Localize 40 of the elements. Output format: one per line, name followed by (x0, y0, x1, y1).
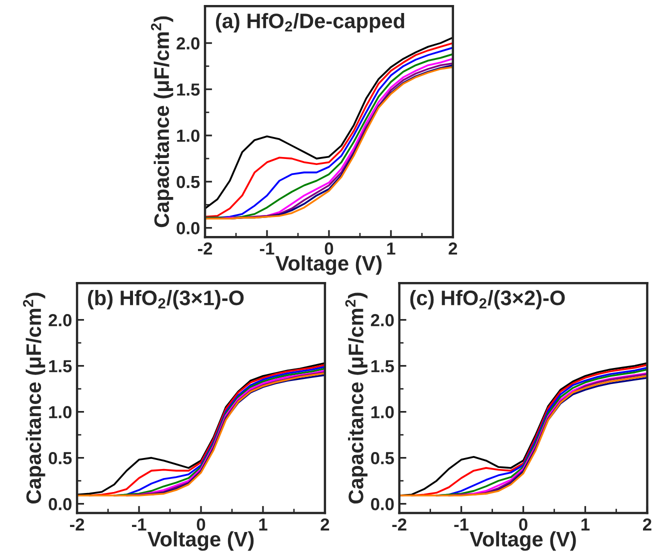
y-axis-title: Capacitance (μF/cm$^{2}$) (150, 16, 174, 228)
y-tick-label: 2.0 (370, 314, 394, 326)
x-axis-title: Voltage (V) (275, 255, 382, 275)
x-tick-label: 2 (448, 242, 458, 255)
x-tick-label: 0 (324, 242, 334, 255)
y-tick-label: 0.0 (48, 498, 72, 510)
x-axis-title: Voltage (V) (470, 531, 576, 551)
chart-title: (b) HfO$_{2}$/(3×1)-O (88, 290, 244, 310)
x-tick-label: -1 (454, 518, 469, 530)
x-tick-label: 1 (582, 518, 590, 530)
x-tick-label: 0 (519, 518, 528, 531)
x-tick-label: -1 (132, 518, 146, 530)
y-tick-label: 0.0 (371, 498, 394, 510)
y-tick-label: 0.5 (48, 452, 72, 464)
y-tick-label: 1.5 (49, 360, 72, 372)
y-tick-label: 1.0 (371, 406, 394, 418)
y-tick-label: 1.0 (177, 130, 200, 142)
x-tick-label: 2 (320, 518, 330, 530)
x-axis-title: Voltage (V) (148, 531, 254, 551)
y-tick-label: 2.0 (48, 314, 72, 326)
x-tick-label: 0 (196, 518, 206, 531)
line-series (485, 376, 648, 495)
y-tick-label: 0.0 (176, 222, 200, 234)
chart-title: (c) HfO$_{2}$/(3×2)-O (410, 290, 565, 310)
x-tick-label: -2 (392, 518, 406, 530)
x-tick-label: 1 (259, 518, 268, 530)
chart-title: (a) HfO$_{2}$/De-capped (216, 13, 404, 32)
x-tick-label: -1 (260, 242, 274, 255)
y-tick-label: 2.0 (176, 37, 200, 50)
y-tick-label: 0.5 (176, 176, 200, 188)
x-tick-label: 2 (642, 518, 652, 530)
y-axis-title: Capacitance (μF/cm$^{2}$) (22, 292, 46, 504)
x-tick-label: -2 (70, 518, 84, 530)
y-tick-label: 1.0 (49, 406, 72, 418)
y-axis-title: Capacitance (μF/cm$^{2}$) (345, 292, 368, 504)
y-tick-label: 0.5 (371, 452, 394, 464)
x-tick-label: 1 (387, 242, 396, 255)
y-tick-label: 1.5 (371, 360, 394, 372)
x-tick-label: -2 (198, 242, 212, 255)
y-tick-label: 1.5 (177, 84, 200, 96)
